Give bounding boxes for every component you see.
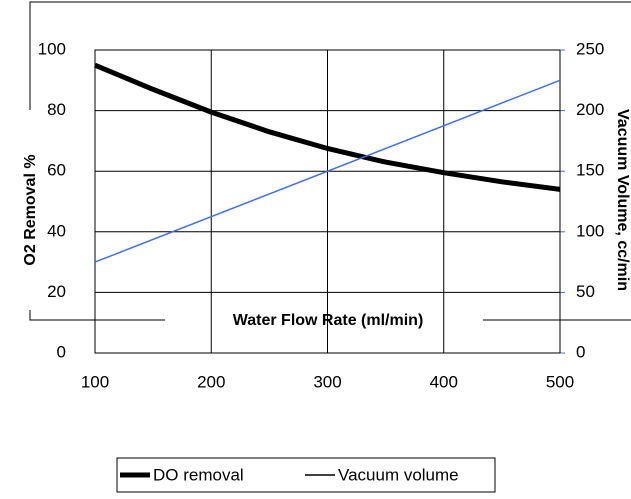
label-backdrop: [20, 110, 42, 310]
y2-tick-label: 50: [576, 282, 595, 301]
x-tick-label: 400: [430, 372, 458, 391]
y-tick-label: 80: [47, 100, 66, 119]
y2-axis-label: Vacuum Volume, cc/min: [614, 109, 631, 291]
x-tick-label: 200: [197, 372, 225, 391]
y-tick-label: 0: [57, 342, 66, 361]
legend-label: DO removal: [153, 465, 244, 484]
x-tick-label: 100: [81, 372, 109, 391]
y2-tick-label: 200: [576, 100, 604, 119]
y2-tick-label: 250: [576, 39, 604, 58]
y-tick-label: 100: [38, 39, 66, 58]
y2-tick-label: 0: [576, 342, 585, 361]
y2-tick-label: 100: [576, 221, 604, 240]
y-tick-label: 20: [47, 282, 66, 301]
series-line: [94, 79, 561, 263]
legend-label: Vacuum volume: [338, 465, 459, 484]
label-backdrop: [165, 308, 483, 332]
x-tick-label: 500: [546, 372, 574, 391]
y-tick-label: 40: [47, 221, 66, 240]
y2-tick-label: 150: [576, 161, 604, 180]
series-line: [94, 62, 561, 192]
y-axis-label: O2 Removal %: [22, 154, 39, 265]
y-tick-label: 60: [47, 161, 66, 180]
x-tick-label: 300: [313, 372, 341, 391]
